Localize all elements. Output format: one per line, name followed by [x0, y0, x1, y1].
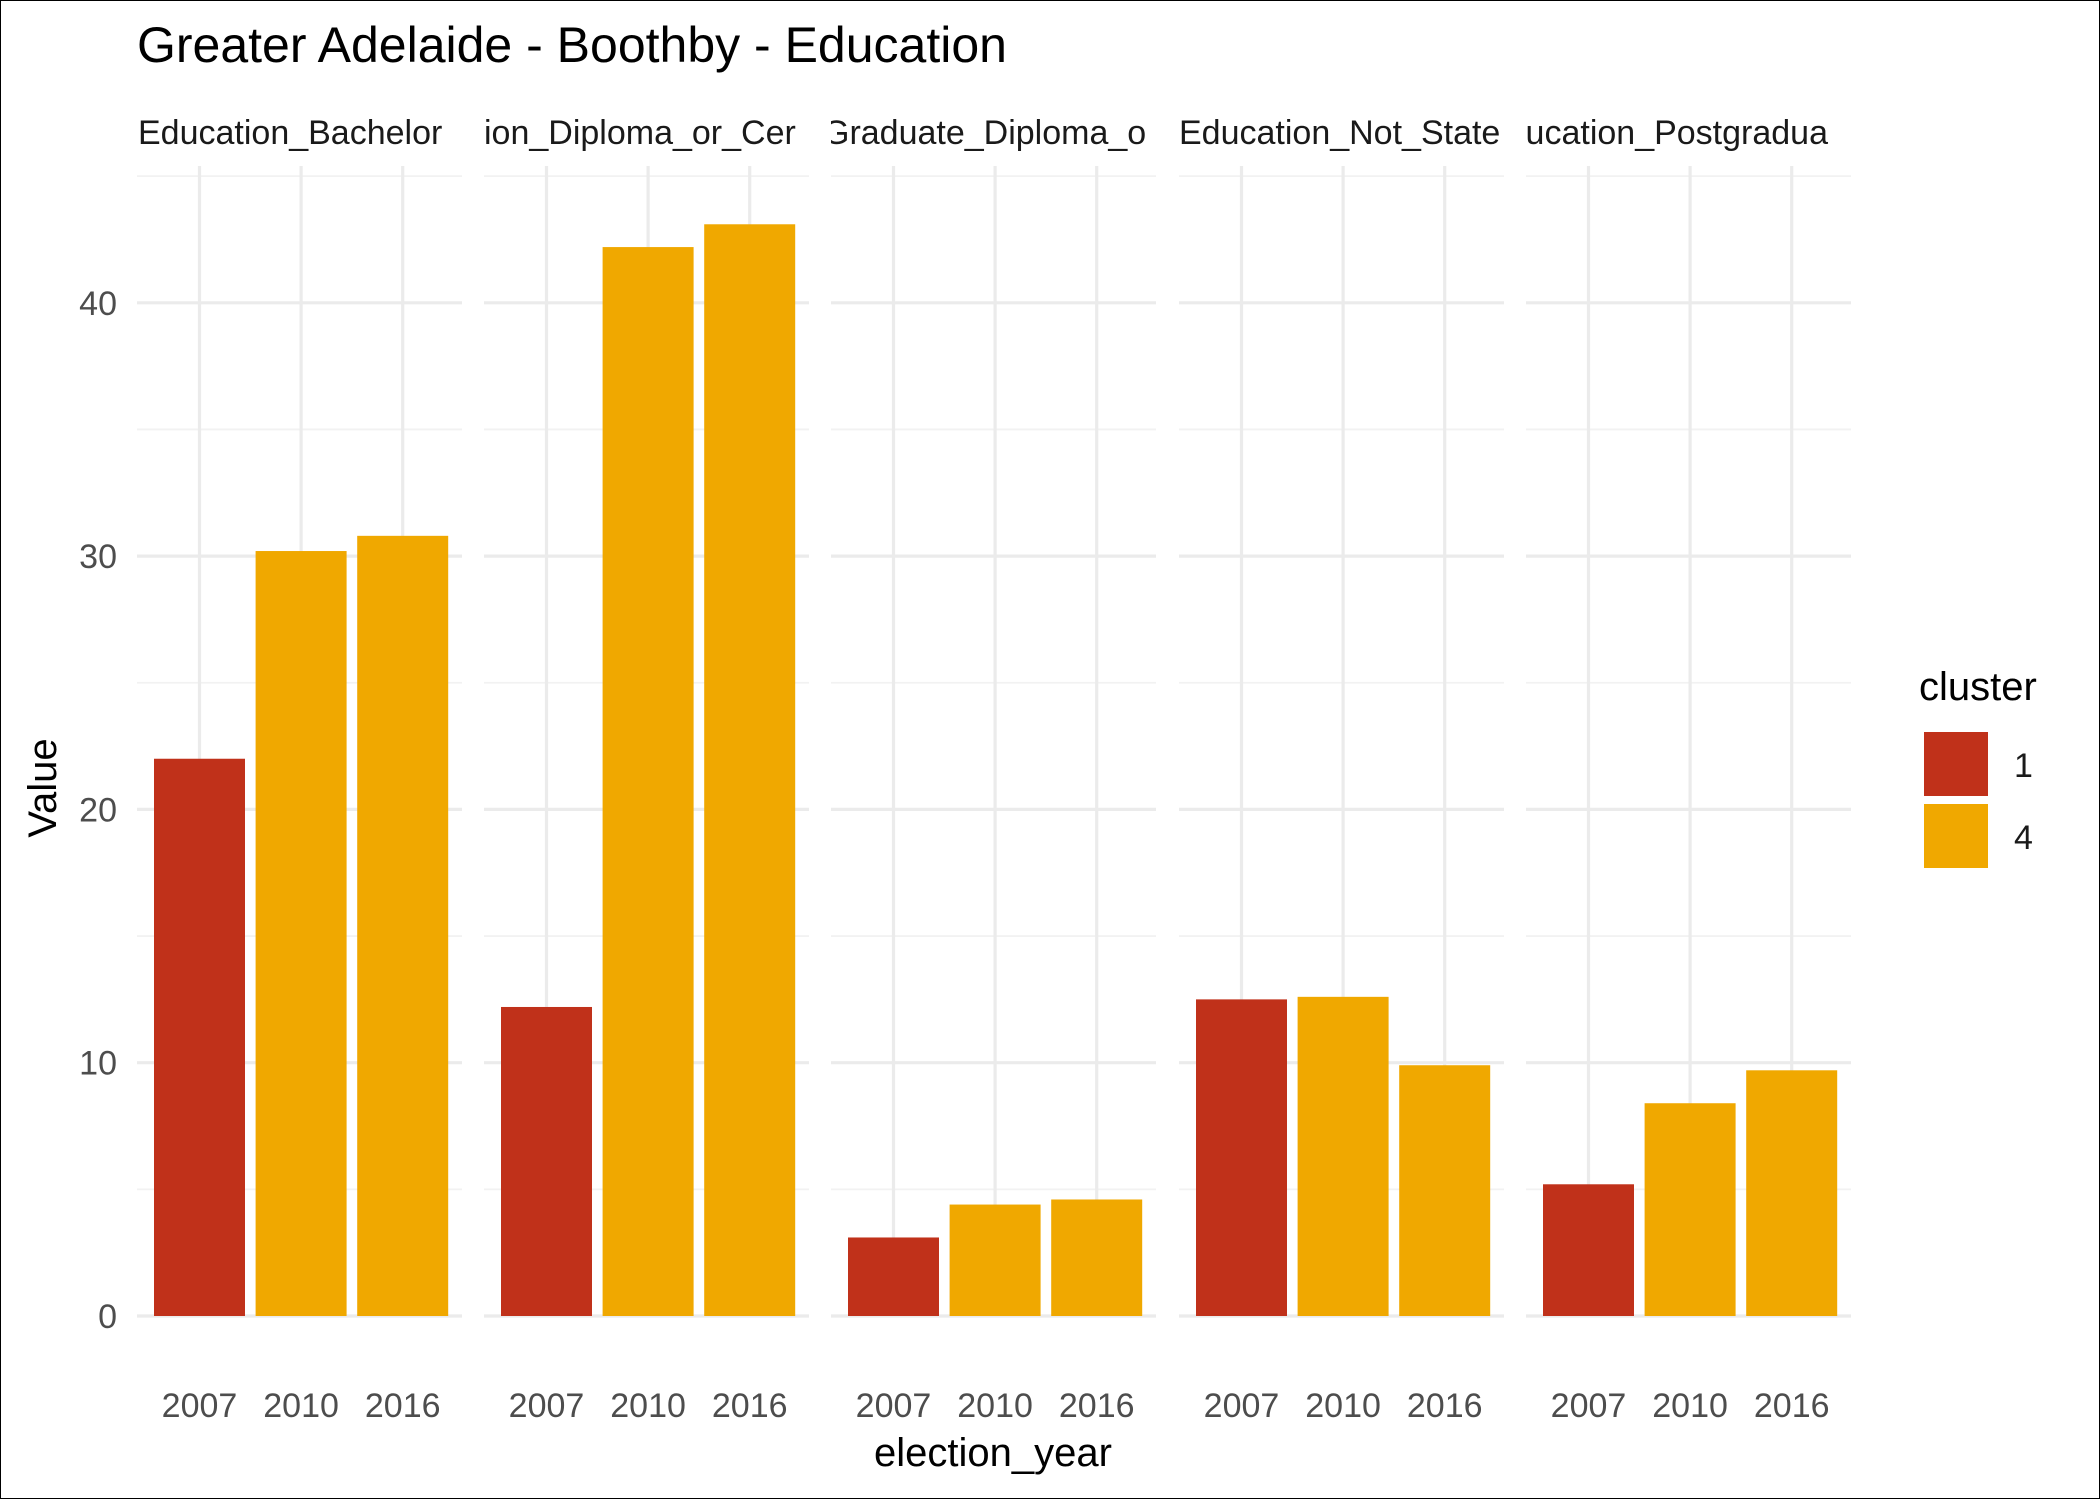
bar-Graduate_Diploma_o-2007 — [848, 1237, 939, 1316]
bar-Education_Bachelor-2016 — [357, 535, 449, 1316]
y-axis-title: Value — [21, 738, 65, 837]
legend-label-4: 4 — [2014, 819, 2033, 857]
x-tick-label: 2007 — [856, 1387, 932, 1425]
x-tick-label: 2016 — [712, 1387, 788, 1425]
facet-panel-5: lucation_Postgradua 2007 2010 2016 — [1518, 114, 1851, 1425]
bar-Education_Not_State-2016 — [1399, 1065, 1491, 1316]
x-tick-label: 2016 — [1407, 1387, 1483, 1425]
x-tick-label: 2010 — [1652, 1387, 1728, 1425]
facet-panel-2: ion_Diploma_or_Cer 2007 2010 2016 — [484, 114, 809, 1425]
y-tick-label: 0 — [98, 1298, 117, 1336]
x-axis-title: election_year — [874, 1431, 1112, 1475]
bar-Graduate_Diploma_o-2016 — [1051, 1199, 1143, 1316]
y-tick-label: 20 — [79, 791, 117, 829]
x-tick-label: 2007 — [1551, 1387, 1627, 1425]
bar-lucation_Postgradua-2010 — [1644, 1103, 1736, 1316]
legend: cluster 1 4 — [1919, 665, 2037, 870]
bar-Education_Bachelor-2010 — [255, 551, 347, 1316]
x-tick-label: 2010 — [263, 1387, 339, 1425]
bar-ion_Diploma_or_Cer-2007 — [501, 1006, 592, 1316]
bar-lucation_Postgradua-2016 — [1746, 1070, 1838, 1316]
bar-Education_Bachelor-2007 — [154, 758, 245, 1316]
y-tick-label: 10 — [79, 1045, 117, 1083]
legend-key-1 — [1922, 730, 1990, 798]
y-axis: 0 10 20 30 40 — [79, 285, 117, 1336]
legend-key-4 — [1922, 802, 1990, 870]
x-tick-label: 2016 — [1059, 1387, 1135, 1425]
bar-ion_Diploma_or_Cer-2016 — [704, 224, 796, 1317]
y-tick-label: 30 — [79, 538, 117, 576]
x-tick-label: 2010 — [957, 1387, 1033, 1425]
bar-Education_Not_State-2007 — [1196, 999, 1287, 1316]
bar-Education_Not_State-2010 — [1297, 996, 1389, 1316]
facet-panel-4: Education_Not_State 2007 2010 2016 — [1179, 114, 1504, 1425]
x-tick-label: 2007 — [1204, 1387, 1280, 1425]
facet-panel-3: Graduate_Diploma_o 2007 2010 2016 — [823, 114, 1156, 1425]
facet-strip-label: lucation_Postgradua — [1518, 114, 1828, 152]
chart-title: Greater Adelaide - Boothby - Education — [137, 17, 1007, 73]
legend-label-1: 1 — [2014, 747, 2033, 785]
facet-strip-label: Education_Not_State — [1179, 114, 1500, 152]
x-tick-label: 2016 — [1754, 1387, 1830, 1425]
x-tick-label: 2010 — [1305, 1387, 1381, 1425]
y-tick-label: 40 — [79, 285, 117, 323]
legend-title: cluster — [1919, 665, 2037, 709]
x-tick-label: 2007 — [162, 1387, 238, 1425]
facet-strip-label: Education_Bachelor — [138, 114, 442, 152]
facet-panel-1: Education_Bachelor 2007 2010 2016 — [137, 114, 462, 1425]
bar-lucation_Postgradua-2007 — [1543, 1184, 1634, 1316]
x-tick-label: 2007 — [509, 1387, 585, 1425]
facet-strip-label: Graduate_Diploma_o — [823, 114, 1146, 152]
x-tick-label: 2010 — [610, 1387, 686, 1425]
bar-Graduate_Diploma_o-2010 — [949, 1204, 1041, 1316]
bar-ion_Diploma_or_Cer-2010 — [602, 247, 694, 1317]
x-tick-label: 2016 — [365, 1387, 441, 1425]
facet-strip-label: ion_Diploma_or_Cer — [484, 114, 796, 152]
